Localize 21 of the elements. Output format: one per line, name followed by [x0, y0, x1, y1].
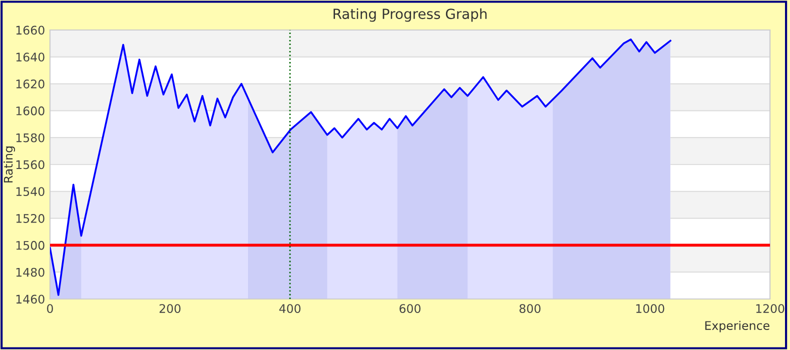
x-tick-label: 200 — [160, 304, 180, 313]
y-tick-label: 1500 — [16, 240, 44, 250]
y-tick-label: 1540 — [16, 187, 44, 196]
x-tick-label: 800 — [520, 304, 540, 313]
x-tick-label: 1000 — [636, 304, 664, 313]
y-tick-label: 1600 — [16, 106, 44, 116]
x-tick-label: 600 — [400, 304, 420, 313]
chart-title: Rating Progress Graph — [334, 8, 487, 22]
x-tick-label: 0 — [47, 304, 53, 313]
x-tick-label: 1200 — [756, 304, 784, 313]
y-tick-label: 1580 — [16, 133, 44, 142]
y-tick-label: 1620 — [16, 80, 44, 88]
y-axis-title: Rating — [4, 146, 15, 182]
y-tick-label: 1520 — [16, 214, 44, 223]
y-tick-label: 1460 — [16, 294, 44, 304]
y-tick-label: 1560 — [16, 160, 44, 170]
x-tick-label: 400 — [279, 304, 300, 313]
y-tick-label: 1660 — [16, 26, 44, 35]
x-axis-title: Experience — [705, 320, 770, 332]
y-tick-label: 1480 — [16, 268, 44, 277]
y-tick-label: 1640 — [16, 52, 44, 62]
